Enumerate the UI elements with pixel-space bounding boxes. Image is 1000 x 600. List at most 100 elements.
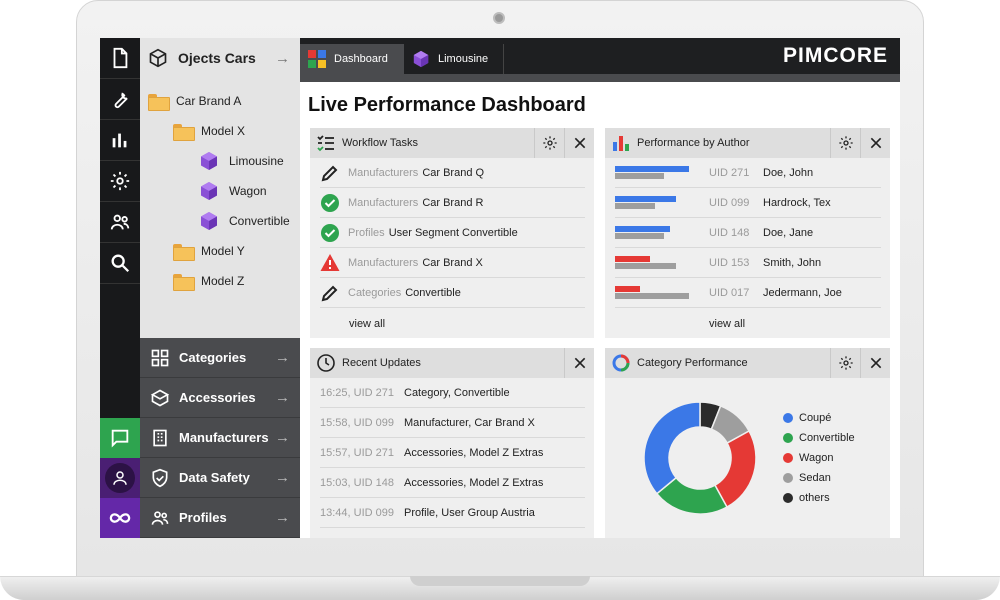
card-header: Category Performance xyxy=(605,348,890,378)
tree-node-model-y[interactable]: Model Y xyxy=(173,240,245,262)
accordion-label: Profiles xyxy=(179,510,227,525)
arrow-right-icon: → xyxy=(275,469,290,486)
donut-chart xyxy=(643,401,757,515)
arrow-right-icon[interactable]: → xyxy=(275,50,290,67)
settings-button[interactable] xyxy=(830,348,860,378)
legend-item-sedan: Sedan xyxy=(783,471,831,485)
donut-slice-coup xyxy=(643,401,701,495)
legend-dot xyxy=(783,453,793,463)
cube-icon xyxy=(201,152,217,170)
laptop-camera xyxy=(493,12,505,24)
gear-icon[interactable] xyxy=(100,161,140,201)
tab-label: Limousine xyxy=(438,53,489,65)
accordion-data-safety[interactable]: Data Safety → xyxy=(140,458,300,498)
user-icon[interactable] xyxy=(100,458,140,498)
document-icon[interactable] xyxy=(100,38,140,78)
settings-button[interactable] xyxy=(830,128,860,158)
tree-node-label: Model Y xyxy=(201,244,245,258)
tree-node-wagon[interactable]: Wagon xyxy=(199,180,267,202)
list-item[interactable]: 16:25, UID 271 Category, Convertible xyxy=(320,378,585,408)
clock-icon xyxy=(317,354,335,372)
author-uid: UID 271 xyxy=(709,166,750,179)
list-item[interactable]: Manufacturers Car Brand R xyxy=(320,188,585,218)
view-all-link[interactable]: view all xyxy=(709,318,746,330)
wrench-icon[interactable] xyxy=(100,79,140,119)
tree-node-model-x[interactable]: Model X xyxy=(173,120,245,142)
table-row[interactable]: UID 148 Doe, Jane xyxy=(615,218,881,248)
object-tree-panel: Ojects Cars → Car Brand A Model X Limous… xyxy=(140,38,300,338)
box-icon xyxy=(150,389,170,406)
tab-dashboard[interactable]: Dashboard xyxy=(300,44,404,74)
chat-icon[interactable] xyxy=(100,418,140,458)
tree-node-limousine[interactable]: Limousine xyxy=(199,150,284,172)
list-item[interactable]: 13:44, UID 099 Profile, User Group Austr… xyxy=(320,498,585,528)
bar-chart-icon[interactable] xyxy=(100,120,140,160)
tab-limousine[interactable]: Limousine xyxy=(404,44,504,74)
tree-node-car-brand-a[interactable]: Car Brand A xyxy=(148,90,241,112)
row-text: Car Brand X xyxy=(422,256,483,269)
secondary-bar xyxy=(615,202,655,209)
legend-dot xyxy=(783,493,793,503)
list-item[interactable]: Profiles User Segment Convertible xyxy=(320,218,585,248)
checklist-icon xyxy=(317,135,334,152)
close-icon xyxy=(574,137,585,149)
legend-item-coupe: Coupé xyxy=(783,411,831,425)
table-row[interactable]: UID 271 Doe, John xyxy=(615,158,881,188)
close-button[interactable] xyxy=(860,348,890,378)
cube-icon xyxy=(413,50,429,68)
secondary-bar xyxy=(615,292,689,299)
dashboard-icon xyxy=(308,50,326,68)
list-item[interactable]: 15:57, UID 271 Accessories, Model Z Extr… xyxy=(320,438,585,468)
list-item[interactable]: 15:03, UID 148 Accessories, Model Z Extr… xyxy=(320,468,585,498)
tree-node-convertible[interactable]: Convertible xyxy=(199,210,290,232)
object-tree-header[interactable]: Ojects Cars → xyxy=(140,38,300,78)
table-row[interactable]: UID 153 Smith, John xyxy=(615,248,881,278)
author-uid: UID 099 xyxy=(709,196,750,209)
update-meta: 15:58, UID 099 xyxy=(320,416,394,429)
close-button[interactable] xyxy=(564,128,594,158)
accordion-label: Manufacturers xyxy=(179,430,269,445)
tree-node-label: Model Z xyxy=(201,274,245,288)
author-uid: UID 017 xyxy=(709,286,750,299)
row-category: Categories xyxy=(348,286,402,299)
list-item[interactable]: Manufacturers Car Brand X xyxy=(320,248,585,278)
author-bars xyxy=(615,253,691,273)
close-button[interactable] xyxy=(860,128,890,158)
folder-icon xyxy=(173,123,195,141)
card-title: Workflow Tasks xyxy=(342,137,419,149)
search-icon[interactable] xyxy=(100,243,140,283)
settings-button[interactable] xyxy=(534,128,564,158)
category-performance-card: Category Performance Coupé Convertible W… xyxy=(605,348,890,538)
tab-bar-underline xyxy=(300,74,900,82)
performance-by-author-card: Performance by Author UID 271 Doe, John … xyxy=(605,128,890,338)
table-row[interactable]: UID 099 Hardrock, Tex xyxy=(615,188,881,218)
author-name: Doe, John xyxy=(763,166,814,179)
legend-dot xyxy=(783,473,793,483)
accordion-profiles[interactable]: Profiles → xyxy=(140,498,300,538)
row-category: Profiles xyxy=(348,226,385,239)
update-meta: 15:03, UID 148 xyxy=(320,476,394,489)
list-item[interactable]: Categories Convertible xyxy=(320,278,585,308)
tree-node-label: Model X xyxy=(201,124,246,138)
tree-node-model-z[interactable]: Model Z xyxy=(173,270,244,292)
warning-icon xyxy=(320,253,340,271)
folder-icon xyxy=(173,243,195,261)
check-circle-icon xyxy=(321,193,339,212)
pimcore-infinity-icon[interactable] xyxy=(100,498,140,538)
accordion-categories[interactable]: Categories → xyxy=(140,338,300,378)
close-button[interactable] xyxy=(564,348,594,378)
card-header: Performance by Author xyxy=(605,128,890,158)
card-title: Performance by Author xyxy=(637,137,750,149)
list-item[interactable]: Manufacturers Car Brand Q xyxy=(320,158,585,188)
card-header: Workflow Tasks xyxy=(310,128,594,158)
update-text: Profile, User Group Austria xyxy=(404,506,535,519)
object-tree-title: Ojects Cars xyxy=(178,50,256,66)
accordion-manufacturers[interactable]: Manufacturers → xyxy=(140,418,300,458)
view-all-link[interactable]: view all xyxy=(349,318,386,330)
list-item[interactable]: 15:58, UID 099 Manufacturer, Car Brand X xyxy=(320,408,585,438)
users-icon xyxy=(151,510,169,525)
users-icon[interactable] xyxy=(100,202,140,242)
row-text: User Segment Convertible xyxy=(388,226,518,239)
accordion-accessories[interactable]: Accessories → xyxy=(140,378,300,418)
table-row[interactable]: UID 017 Jedermann, Joe xyxy=(615,278,881,308)
